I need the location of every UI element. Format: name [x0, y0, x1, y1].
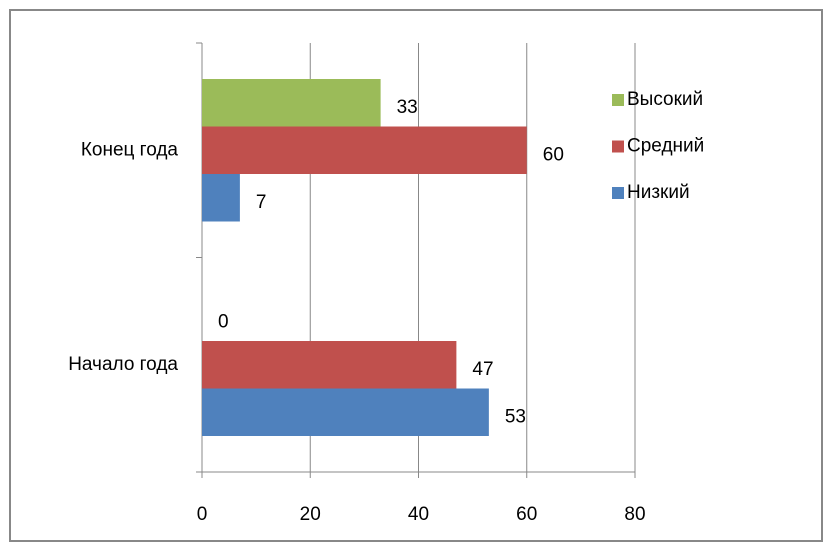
- data-label: 7: [256, 192, 267, 213]
- data-label: 47: [472, 359, 493, 380]
- legend-label: Средний: [627, 136, 704, 157]
- bar: [202, 79, 381, 127]
- bar: [202, 388, 489, 436]
- y-tick-label: Конец года: [81, 139, 179, 160]
- bar: [202, 341, 457, 389]
- legend-label: Высокий: [627, 89, 703, 110]
- bar: [202, 174, 240, 222]
- bar: [202, 126, 527, 174]
- data-label: 33: [397, 97, 418, 118]
- x-tick-label: 0: [197, 504, 208, 525]
- x-tick-label: 20: [300, 504, 321, 525]
- data-label: 0: [218, 311, 229, 332]
- legend-swatch: [612, 94, 624, 106]
- legend-label: Низкий: [627, 182, 690, 203]
- x-tick-label: 80: [624, 504, 645, 525]
- data-label: 53: [505, 406, 526, 427]
- x-tick-label: 40: [408, 504, 429, 525]
- data-label: 60: [543, 144, 564, 165]
- legend-swatch: [612, 140, 624, 153]
- x-tick-label: 60: [516, 504, 537, 525]
- y-tick-label: Начало года: [68, 354, 178, 375]
- legend-swatch: [612, 187, 624, 199]
- chart-frame: [9, 9, 823, 542]
